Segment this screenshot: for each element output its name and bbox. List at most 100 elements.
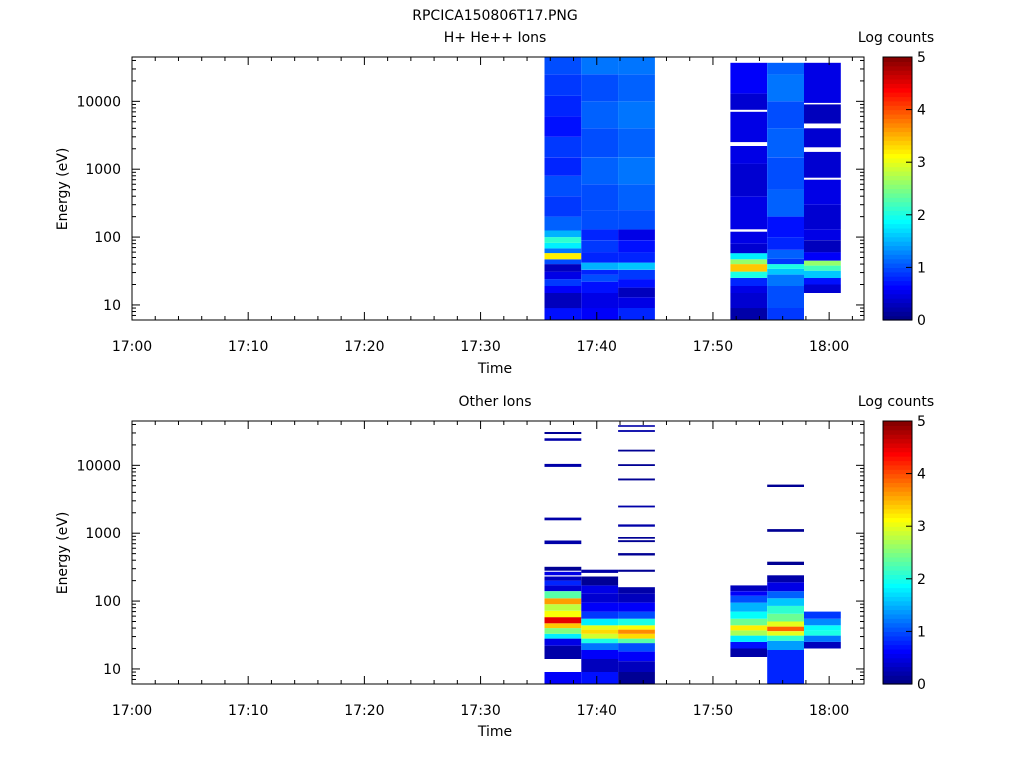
colorbar-swatch bbox=[883, 293, 912, 299]
spectrogram-cell bbox=[767, 626, 804, 632]
spectrogram-cell bbox=[544, 585, 582, 592]
spectrogram-cell bbox=[767, 157, 804, 190]
spectrogram-cell bbox=[730, 293, 768, 309]
colorbar-swatch bbox=[883, 236, 912, 242]
spectrogram-cell bbox=[581, 308, 619, 320]
spectrogram-cell bbox=[544, 286, 582, 293]
spectrogram-cell bbox=[618, 184, 655, 211]
spectrogram-cell bbox=[767, 650, 804, 684]
spectrogram-cell bbox=[618, 537, 655, 539]
colorbar-swatch bbox=[883, 675, 912, 681]
spectrogram-cell bbox=[767, 631, 804, 636]
spectrogram-cell bbox=[544, 617, 582, 624]
colorbar-swatch bbox=[883, 631, 912, 637]
colorbar-swatch bbox=[883, 627, 912, 632]
spectrogram-cell bbox=[804, 265, 841, 271]
x-tick-label: 17:20 bbox=[344, 703, 384, 719]
x-tick-label: 17:50 bbox=[693, 703, 733, 719]
colorbar-swatch bbox=[883, 232, 912, 238]
spectrogram-cell bbox=[618, 524, 655, 527]
spectrogram-cell bbox=[544, 645, 582, 659]
spectrogram-cell bbox=[767, 613, 804, 622]
colorbar-swatch bbox=[883, 96, 912, 102]
spectrogram-cell bbox=[544, 259, 582, 265]
spectrogram-cell bbox=[544, 591, 582, 599]
spectrogram-cell bbox=[730, 308, 768, 320]
spectrogram-cell bbox=[618, 478, 655, 481]
colorbar-swatch bbox=[883, 140, 912, 146]
figure-title: RPCICA150806T17.PNG bbox=[412, 8, 577, 24]
colorbar-swatch bbox=[883, 118, 912, 124]
spectrogram-cell bbox=[804, 229, 841, 241]
colorbar-swatch bbox=[883, 648, 912, 654]
spectrogram-cell bbox=[544, 571, 582, 576]
colorbar-swatch bbox=[883, 526, 912, 532]
spectrogram-cell bbox=[804, 625, 841, 631]
spectrogram-cell bbox=[767, 635, 804, 641]
spectrogram-cell bbox=[544, 264, 582, 272]
spectrogram-plot-area: 17:00 17:10 17:20 17:30 17:40 17:50 18:00 10 100… bbox=[76, 56, 865, 355]
colorbar-swatch bbox=[883, 306, 912, 312]
colorbar-swatch bbox=[883, 280, 912, 286]
colorbar-swatch bbox=[883, 70, 912, 76]
colorbar-swatch bbox=[883, 175, 912, 181]
spectrogram-cell bbox=[618, 101, 655, 129]
spectrogram-cell bbox=[544, 628, 582, 634]
panel-h-he-ions: H+ He++ Ions 17:00 17:10 17:20 17:30 17:40 17… bbox=[55, 30, 934, 377]
spectrogram-cell bbox=[618, 287, 655, 298]
colorbar-swatch bbox=[883, 583, 912, 589]
spectrogram-cell bbox=[730, 591, 768, 596]
colorbar-swatch bbox=[883, 162, 912, 168]
colorbar-swatch bbox=[883, 421, 912, 426]
colorbar-swatch bbox=[883, 591, 912, 597]
colorbar-swatch bbox=[883, 543, 912, 549]
spectrogram-cell bbox=[730, 271, 768, 278]
colorbar-swatch bbox=[883, 258, 912, 264]
y-axis-label: Energy (eV) bbox=[55, 148, 71, 231]
colorbar-swatch bbox=[883, 451, 912, 457]
colorbar-swatch bbox=[883, 679, 912, 685]
panel-other-ions: Other Ions 17:00 17:10 17:20 17:30 17:40 17:5… bbox=[55, 394, 934, 740]
spectrogram-cell bbox=[581, 240, 619, 253]
spectrogram-cell bbox=[767, 640, 804, 650]
spectrogram-cell bbox=[730, 264, 768, 272]
spectrogram-cell bbox=[544, 136, 582, 158]
spectrogram-cell bbox=[544, 57, 582, 75]
colorbar-swatch bbox=[883, 57, 912, 62]
spectrogram-cell bbox=[544, 672, 582, 684]
panel-title: Other Ions bbox=[458, 394, 531, 410]
spectrogram-cell bbox=[730, 62, 768, 94]
spectrogram-cell bbox=[804, 204, 841, 230]
y-tick-label: 1000 bbox=[85, 526, 121, 542]
colorbar-swatch bbox=[883, 201, 912, 207]
spectrogram-cell bbox=[767, 621, 804, 627]
spectrogram-cell bbox=[618, 643, 655, 652]
spectrogram-cell bbox=[767, 575, 804, 583]
colorbar-swatch bbox=[883, 495, 912, 501]
colorbar-swatch bbox=[883, 548, 912, 554]
x-tick-label: 17:40 bbox=[577, 703, 617, 719]
colorbar-swatch bbox=[883, 477, 912, 483]
spectrogram-cell bbox=[767, 237, 804, 250]
colorbar-swatch bbox=[883, 135, 912, 141]
x-tick-label: 17:30 bbox=[460, 339, 500, 355]
colorbar-swatch bbox=[883, 113, 912, 119]
spectrogram-cell bbox=[804, 641, 841, 649]
colorbar-tick-label: 2 bbox=[917, 208, 926, 224]
spectrogram-cell bbox=[581, 252, 619, 263]
spectrogram-cell bbox=[618, 553, 655, 556]
plot-frame bbox=[131, 420, 865, 685]
spectrogram-cell bbox=[767, 561, 804, 565]
spectrogram-cell bbox=[544, 517, 582, 521]
spectrogram-cell bbox=[767, 274, 804, 286]
colorbar-swatch bbox=[883, 662, 912, 668]
spectrogram-cell bbox=[581, 629, 619, 634]
spectrogram-cell bbox=[544, 74, 582, 96]
spectrogram-cell bbox=[618, 297, 655, 308]
spectrogram-cell bbox=[767, 598, 804, 606]
spectrogram-cell bbox=[767, 74, 804, 102]
spectrogram-cell bbox=[804, 277, 841, 285]
spectrogram-cell bbox=[544, 308, 582, 320]
colorbar-swatch bbox=[883, 613, 912, 619]
spectrogram-cell bbox=[544, 438, 582, 441]
